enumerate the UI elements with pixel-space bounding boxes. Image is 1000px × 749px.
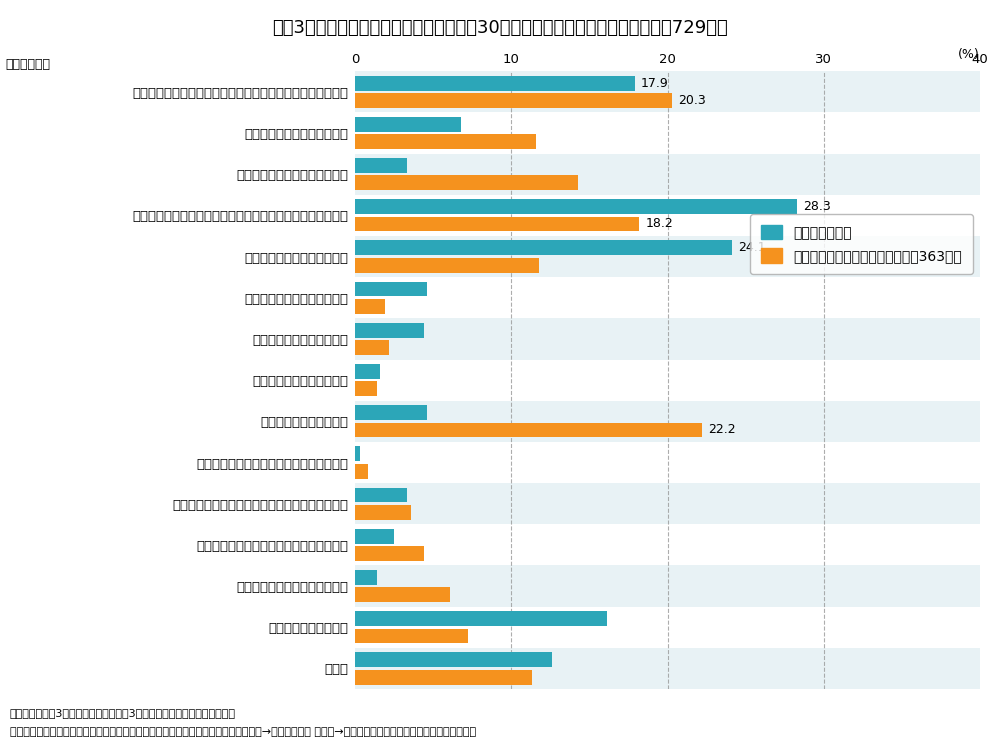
Bar bbox=[355, 652, 552, 667]
Bar bbox=[355, 240, 732, 255]
Bar bbox=[355, 524, 980, 565]
Bar bbox=[355, 611, 607, 626]
Text: 18.2: 18.2 bbox=[646, 217, 673, 231]
Bar bbox=[355, 258, 539, 273]
Bar bbox=[355, 112, 980, 154]
Bar bbox=[355, 158, 407, 173]
Bar bbox=[355, 607, 980, 648]
Bar bbox=[355, 364, 380, 379]
Text: ＊教育環境：通学面、受験面　＊勤務先への通勤：就職・転職・異動　住居費：賃貸→家賃・共益費 持ち家→住宅ローン返済費・管理費・修繕積立金など: ＊教育環境：通学面、受験面 ＊勤務先への通勤：就職・転職・異動 住居費：賃貸→家… bbox=[10, 727, 476, 736]
Bar bbox=[355, 483, 980, 524]
Bar bbox=[355, 488, 407, 503]
Bar bbox=[355, 199, 797, 214]
Bar bbox=[355, 154, 980, 195]
Bar bbox=[355, 318, 980, 360]
Bar bbox=[355, 360, 980, 401]
Text: 図表3　＜住み替え（予定）なしベース＞30代の現住居選択の理由　（回答者：729人）: 図表3 ＜住み替え（予定）なしベース＞30代の現住居選択の理由 （回答者：729… bbox=[272, 19, 728, 37]
Bar bbox=[355, 587, 450, 602]
Bar bbox=[355, 117, 461, 132]
Bar bbox=[355, 381, 377, 396]
Text: ＊回答者：過去3年は同じ住まい、今後3年も同じ住まいを予定している方: ＊回答者：過去3年は同じ住まい、今後3年も同じ住まいを予定している方 bbox=[10, 708, 236, 718]
Bar bbox=[355, 277, 980, 318]
Text: 24.1: 24.1 bbox=[738, 241, 765, 255]
Bar bbox=[355, 570, 377, 585]
Bar bbox=[355, 195, 980, 236]
Legend: 現在賃貸に居住, 現在持ち家（自己所有）に居住（363人）: 現在賃貸に居住, 現在持ち家（自己所有）に居住（363人） bbox=[750, 214, 973, 274]
Bar bbox=[355, 505, 411, 520]
Bar bbox=[355, 71, 980, 112]
Bar bbox=[355, 405, 427, 420]
Bar bbox=[355, 546, 424, 561]
Bar bbox=[355, 175, 578, 190]
Bar bbox=[355, 236, 980, 277]
Text: 22.2: 22.2 bbox=[708, 423, 736, 437]
Bar bbox=[355, 401, 980, 442]
Text: ＊複数回答可: ＊複数回答可 bbox=[5, 58, 50, 71]
Text: (%): (%) bbox=[958, 48, 980, 61]
Bar bbox=[355, 93, 672, 108]
Bar bbox=[355, 670, 532, 685]
Bar bbox=[355, 648, 980, 689]
Bar bbox=[355, 340, 389, 355]
Bar bbox=[355, 299, 385, 314]
Bar bbox=[355, 628, 468, 643]
Bar bbox=[355, 323, 424, 338]
Bar bbox=[355, 282, 427, 297]
Text: 17.9: 17.9 bbox=[641, 76, 669, 90]
Text: 20.3: 20.3 bbox=[678, 94, 706, 107]
Bar bbox=[355, 422, 702, 437]
Bar bbox=[355, 464, 368, 479]
Text: 28.3: 28.3 bbox=[803, 200, 831, 213]
Bar bbox=[355, 446, 360, 461]
Bar bbox=[355, 216, 639, 231]
Bar bbox=[355, 442, 980, 483]
Bar bbox=[355, 565, 980, 607]
Bar bbox=[355, 134, 536, 149]
Bar bbox=[355, 529, 394, 544]
Bar bbox=[355, 76, 635, 91]
